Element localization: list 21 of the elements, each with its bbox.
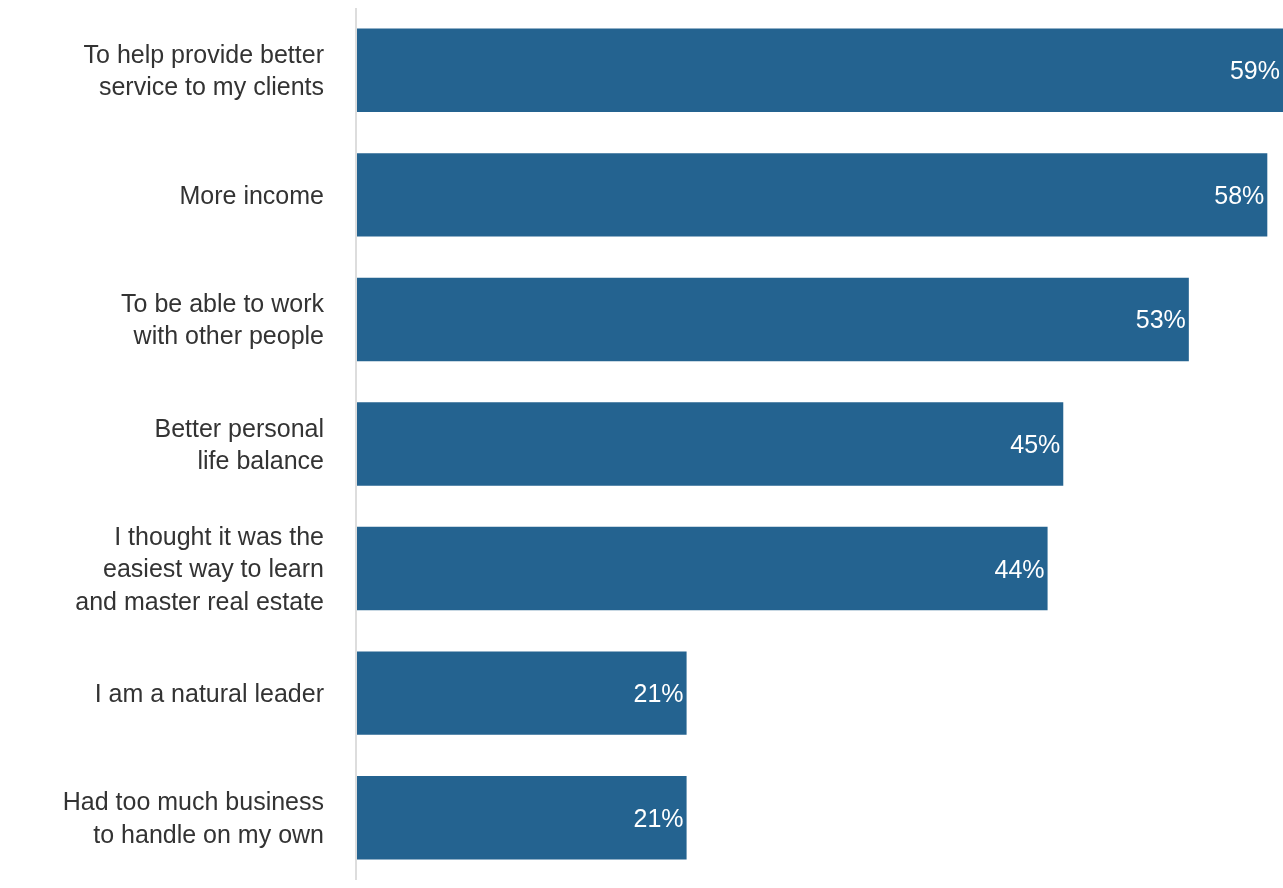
bar xyxy=(357,277,1189,362)
data-label: 44% xyxy=(994,554,1045,583)
y-tick-label: Better personal life balance xyxy=(154,413,324,474)
bar xyxy=(357,651,687,735)
data-label: 58% xyxy=(1214,180,1265,209)
y-tick-label: To help provide better service to my clients xyxy=(83,39,324,101)
data-label: 21% xyxy=(633,803,684,832)
y-tick-label: More income xyxy=(179,180,324,209)
y-tick-label: I thought it was the easiest way to learn and master real estate xyxy=(75,521,324,615)
bar xyxy=(357,402,1064,486)
bar xyxy=(357,775,687,860)
data-label: 59% xyxy=(1229,56,1280,85)
bar xyxy=(357,28,1283,113)
data-label: 21% xyxy=(633,679,684,708)
y-tick-label: To be able to work with other people xyxy=(121,288,325,350)
bar xyxy=(357,153,1268,237)
data-label: 53% xyxy=(1135,305,1186,334)
bar xyxy=(357,526,1048,611)
y-tick-label: I am a natural leader xyxy=(94,678,324,707)
y-tick-label: Had too much business to handle on my own xyxy=(62,787,324,848)
data-label: 45% xyxy=(1010,430,1061,458)
